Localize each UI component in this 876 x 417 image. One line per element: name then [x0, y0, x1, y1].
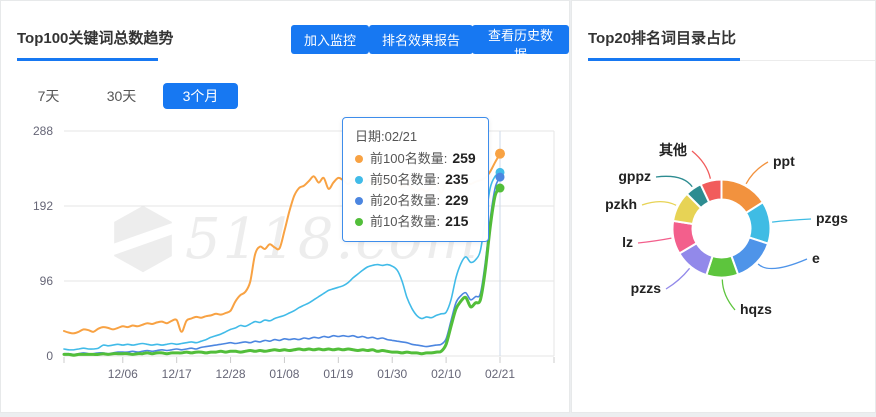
x-axis-label: 02/10 — [431, 367, 461, 381]
leader-line-lz — [637, 237, 672, 244]
series-end-dot-4 — [495, 183, 505, 193]
category-donut-chart[interactable]: ppt pzgs e hqzs pzzs lz pzkh gppz 其他 — [572, 71, 875, 361]
top50-series-dot — [355, 175, 363, 184]
series-line-4 — [62, 186, 502, 357]
top100-series-dot — [355, 154, 363, 163]
top10-series-dot — [355, 217, 363, 226]
series-end-dot-1 — [495, 148, 505, 159]
leader-line-hqzs — [721, 279, 736, 311]
chart-tooltip: 日期:02/21 前100名数量: 259 前50名数量: 235 前20名数量… — [342, 117, 489, 242]
x-axis-label: 12/06 — [108, 367, 138, 381]
leader-line-pzkh — [641, 200, 677, 206]
title-underline — [17, 58, 158, 61]
category-share-title: Top20排名词目录占比 — [588, 30, 737, 47]
keyword-trend-title: Top100关键词总数趋势 — [17, 30, 174, 47]
leader-line-e — [757, 258, 808, 270]
slice-label-gppz: gppz — [618, 168, 651, 184]
x-axis-label: 01/08 — [269, 367, 299, 381]
slice-label-ppt: ppt — [773, 153, 795, 169]
y-axis-label: 96 — [40, 274, 54, 288]
slice-label-e: e — [812, 250, 820, 266]
5118-logo-icon — [110, 205, 176, 273]
tab-30d[interactable]: 30天 — [106, 88, 137, 104]
leader-line-pzzs — [665, 267, 691, 290]
tab-3m[interactable]: 3个月 — [163, 83, 238, 109]
keyword-trend-panel: Top100关键词总数趋势 加入监控 排名效果报告 查看历史数据 7天 30天 … — [0, 0, 570, 413]
leader-line-其他 — [691, 150, 712, 179]
slice-label-其他: 其他 — [659, 142, 687, 158]
add-monitor-button[interactable]: 加入监控 — [291, 25, 370, 54]
tooltip-date: 日期:02/21 — [355, 129, 418, 144]
donut-slice-其他[interactable] — [699, 178, 723, 204]
slice-label-hqzs: hqzs — [740, 301, 772, 317]
tooltip-row-top10: 前10名数量: 215 — [355, 211, 476, 232]
x-axis-label: 02/21 — [485, 367, 515, 381]
title-underline — [588, 58, 740, 61]
slice-label-pzzs: pzzs — [631, 280, 662, 296]
series-line-2 — [63, 171, 501, 351]
slice-label-lz: lz — [622, 234, 633, 250]
x-axis-label: 01/19 — [323, 367, 353, 381]
series-line-3 — [63, 176, 501, 356]
y-axis-label: 0 — [46, 349, 53, 363]
x-axis-label: 12/28 — [216, 367, 246, 381]
top20-series-dot — [355, 196, 363, 205]
leader-line-pzgs — [772, 218, 812, 223]
tooltip-row-top20: 前20名数量: 229 — [355, 190, 476, 211]
ranking-report-button[interactable]: 排名效果报告 — [369, 25, 474, 54]
slice-label-pzkh: pzkh — [605, 196, 637, 212]
y-axis-label: 192 — [33, 199, 53, 213]
slice-label-pzgs: pzgs — [816, 210, 848, 226]
series-end-dot-3 — [495, 172, 505, 182]
tooltip-row-top50: 前50名数量: 235 — [355, 169, 476, 190]
trend-line-chart[interactable]: 288 192 96 0 12/06 12/17 12/28 01/08 01/19 01/30 0… — [1, 116, 569, 396]
y-axis-label: 288 — [33, 124, 53, 138]
category-share-panel: Top20排名词目录占比 ppt pzgs e hqzs pzzs lz pzkh gppz 其… — [571, 0, 876, 413]
leader-line-ppt — [745, 161, 769, 185]
x-axis-label: 01/30 — [377, 367, 407, 381]
history-data-button[interactable]: 查看历史数据 — [472, 25, 569, 62]
leader-line-gppz — [655, 175, 693, 188]
x-axis-label: 12/17 — [162, 367, 192, 381]
tab-7d[interactable]: 7天 — [37, 88, 60, 104]
tooltip-row-top100: 前100名数量: 259 — [355, 148, 476, 169]
